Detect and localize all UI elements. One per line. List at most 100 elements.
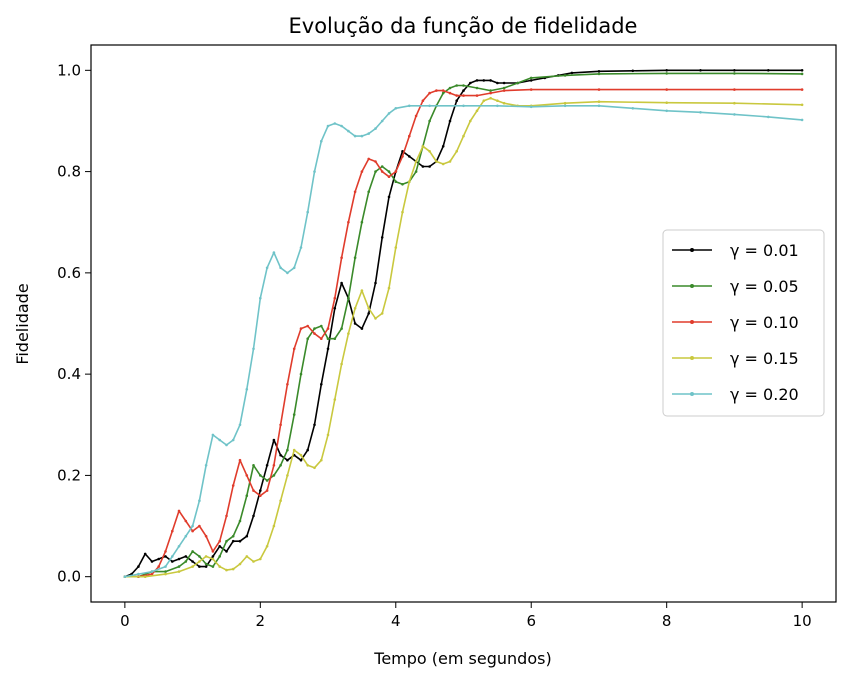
series-0-point-61 (570, 71, 574, 75)
series-0-point-50 (462, 89, 465, 92)
series-2-point-48 (462, 94, 465, 97)
series-4-point-28 (333, 122, 337, 125)
series-2-point-35 (374, 160, 377, 163)
series-2-point-28 (326, 327, 330, 330)
series-3-point-6 (204, 555, 208, 558)
series-1-point-25 (320, 324, 323, 328)
y-tick-label: 0.6 (57, 264, 81, 282)
series-4-point-48 (733, 113, 736, 116)
series-2-point-11 (211, 550, 215, 553)
series-2-point-53 (597, 88, 601, 91)
series-2-point-56 (800, 88, 804, 91)
series-2-point-4 (164, 550, 167, 553)
series-0-point-32 (340, 281, 343, 285)
series-4-point-5 (177, 545, 181, 548)
series-0-point-51 (469, 81, 472, 85)
series-1-point-5 (184, 560, 188, 563)
series-4-point-23 (299, 246, 303, 249)
series-3-point-44 (462, 134, 465, 138)
series-3-point-47 (482, 99, 486, 102)
series-1-point-45 (455, 84, 459, 87)
series-4-point-22 (292, 266, 296, 270)
series-2-point-31 (347, 220, 350, 224)
series-2-point-37 (387, 175, 391, 178)
series-3-point-24 (326, 433, 330, 437)
series-1-point-4 (177, 565, 181, 568)
series-1-point-6 (191, 550, 194, 553)
series-4-point-47 (699, 111, 702, 114)
series-2-point-7 (184, 519, 188, 523)
series-1-point-52 (563, 74, 567, 77)
series-4-point-17 (259, 296, 262, 300)
series-3-point-22 (313, 466, 316, 470)
x-tick-label: 2 (256, 612, 266, 630)
legend-marker-1 (690, 284, 694, 288)
series-3-point-42 (448, 160, 452, 163)
series-4-point-30 (347, 129, 350, 133)
series-0-point-63 (631, 69, 635, 73)
series-1-point-13 (238, 519, 242, 523)
series-3-point-27 (347, 332, 350, 335)
series-2-point-24 (299, 327, 303, 330)
series-3-point-29 (360, 289, 364, 292)
series-3-point-28 (353, 307, 357, 310)
series-1-point-36 (394, 180, 398, 183)
series-4-point-26 (320, 139, 323, 143)
series-0-point-31 (333, 307, 337, 310)
series-2-point-14 (231, 484, 235, 487)
series-4-point-42 (529, 105, 533, 109)
x-axis-label: Tempo (em segundos) (373, 649, 551, 668)
series-2-point-52 (529, 88, 533, 91)
plot-frame (90, 44, 837, 603)
series-2-point-40 (408, 134, 411, 138)
series-2-point-10 (204, 534, 208, 538)
series-2-point-2 (150, 572, 154, 576)
y-tick-label: 0.2 (57, 466, 81, 484)
series-1-point-31 (360, 220, 364, 224)
series-0-point-10 (191, 560, 194, 563)
series-3-point-31 (374, 317, 377, 320)
series-4-point-43 (563, 104, 567, 108)
series-2-point-20 (272, 464, 276, 467)
legend-marker-2 (690, 320, 694, 324)
series-2-point-5 (171, 529, 174, 533)
series-3-point-1 (143, 575, 147, 578)
series-1-point-27 (333, 337, 337, 341)
series-2-point-26 (313, 332, 316, 335)
series-3-point-20 (299, 453, 303, 457)
series-2-point-21 (279, 423, 282, 427)
series-0-point-11 (198, 565, 201, 568)
series-4-point-38 (408, 104, 411, 108)
series-3-point-10 (231, 567, 235, 571)
series-2-point-3 (157, 565, 160, 568)
series-0-point-30 (326, 347, 330, 351)
legend-label-2: γ = 0.10 (730, 313, 799, 332)
series-0-point-39 (387, 195, 391, 199)
series-0-point-6 (164, 555, 167, 558)
series-0-point-52 (475, 79, 479, 82)
series-2-point-15 (238, 458, 242, 462)
series-line-3 (124, 97, 803, 578)
series-4-point-20 (279, 266, 282, 270)
series-4-point-33 (367, 132, 371, 135)
series-1-point-23 (306, 337, 310, 341)
series-0-point-19 (252, 514, 255, 518)
series-3-point-55 (665, 101, 668, 104)
series-2-point-55 (733, 88, 736, 91)
series-2-point-6 (177, 509, 181, 513)
y-tick-label: 0.4 (57, 365, 81, 383)
series-2-point-41 (414, 114, 418, 118)
series-0-point-7 (171, 560, 174, 563)
series-4-point-4 (171, 555, 174, 558)
series-3-point-14 (259, 557, 262, 561)
series-3-point-12 (245, 555, 249, 558)
series-4-point-25 (313, 170, 316, 173)
series-3-point-38 (421, 145, 425, 148)
series-0-point-23 (279, 453, 282, 457)
series-0-point-45 (428, 165, 431, 168)
series-2-point-12 (218, 539, 221, 543)
series-0-point-5 (157, 557, 160, 561)
x-tick-label: 6 (526, 612, 536, 630)
series-0-point-55 (496, 81, 499, 85)
